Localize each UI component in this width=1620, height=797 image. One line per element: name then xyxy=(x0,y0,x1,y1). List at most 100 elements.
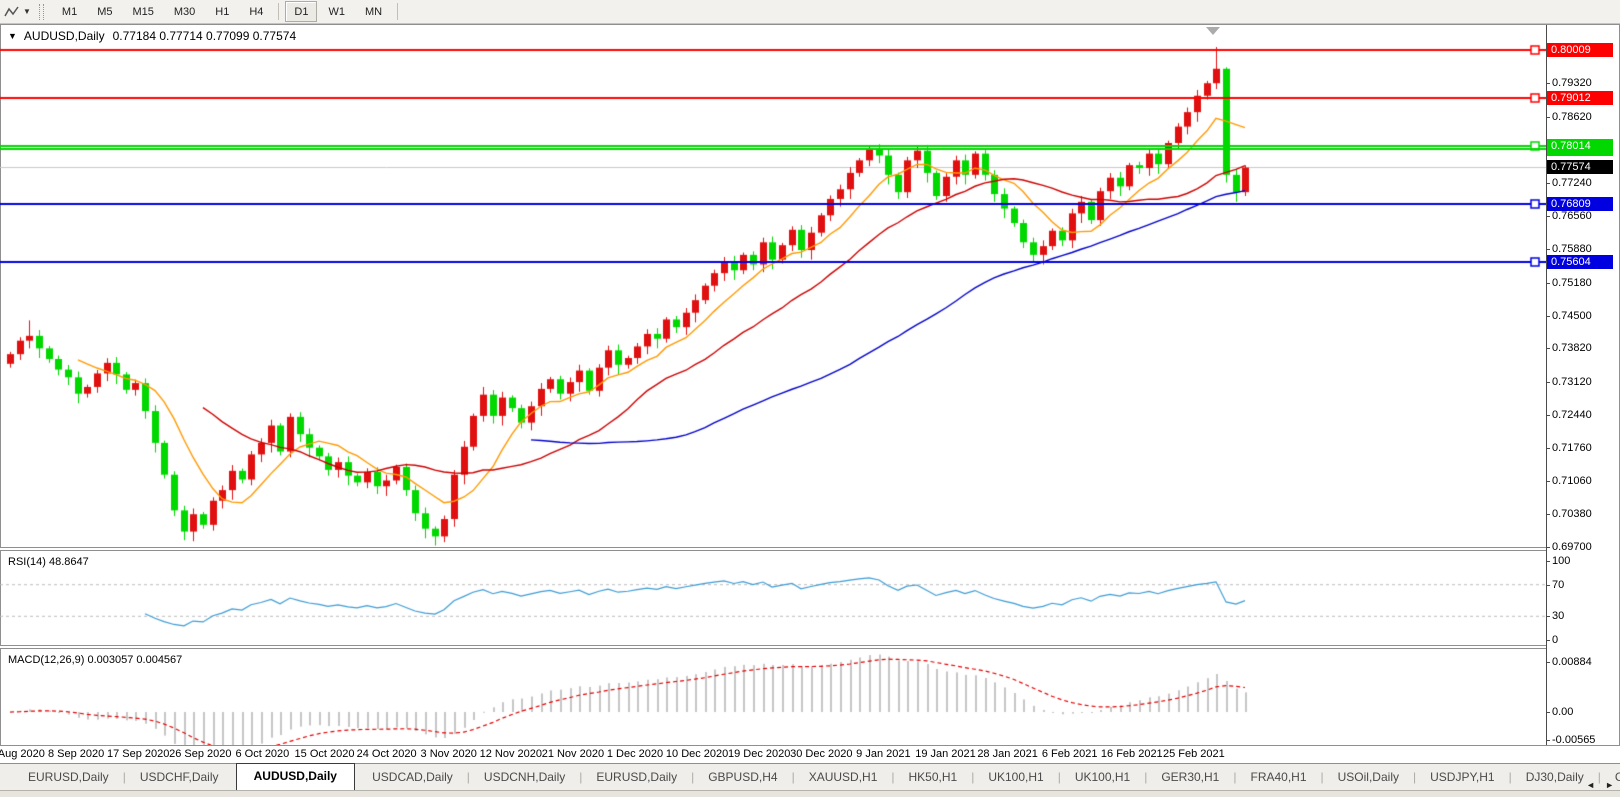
rsi-tick-70: 70 xyxy=(1545,578,1565,591)
chart-title: ▼ AUDUSD,Daily 0.77184 0.77714 0.77099 0… xyxy=(8,29,296,43)
chart-tab-dj30-daily[interactable]: DJ30,Daily xyxy=(1525,770,1584,784)
chart-tab-ger30-h1[interactable]: GER30,H1 xyxy=(1161,770,1220,784)
tab-separator: | xyxy=(1508,770,1512,784)
timeframe-button-m30[interactable]: M30 xyxy=(173,5,196,18)
chart-tab-audusd-daily[interactable]: AUDUSD,Daily xyxy=(235,763,355,790)
price-tick-0.75180: 0.75180 xyxy=(1546,276,1592,289)
price-tick-0.71060: 0.71060 xyxy=(1546,475,1592,488)
status-strip xyxy=(0,790,1620,797)
price-tick-0.73120: 0.73120 xyxy=(1546,376,1592,389)
macd-label: MACD(12,26,9) 0.003057 0.004567 xyxy=(8,654,183,666)
time-axis-label: 24 Oct 2020 xyxy=(356,748,417,760)
tab-separator: | xyxy=(1412,770,1417,784)
chart-tab-eurusd-daily[interactable]: EURUSD,Daily xyxy=(596,770,678,784)
chart-tab-fra40-h1[interactable]: FRA40,H1 xyxy=(1250,770,1307,784)
tab-scroll-right-icon[interactable]: ► xyxy=(1605,780,1614,790)
time-axis-label: 15 Oct 2020 xyxy=(294,748,355,760)
time-axis-label: 25 Feb 2021 xyxy=(1163,748,1225,760)
rsi-indicator-canvas[interactable] xyxy=(0,551,1546,645)
price-tick-0.79320: 0.79320 xyxy=(1546,77,1592,90)
tab-separator: | xyxy=(579,770,583,784)
chart-symbol-label: AUDUSD,Daily xyxy=(23,29,105,43)
chart-tab-china300-h1[interactable]: CHINA300,H1 xyxy=(1614,770,1620,784)
pane-separator[interactable] xyxy=(0,547,1546,551)
macd-tick--0.00565: -0.00565 xyxy=(1545,734,1596,746)
chart-tab-xauusd-h1[interactable]: XAUUSD,H1 xyxy=(808,770,878,784)
price-tick-0.70380: 0.70380 xyxy=(1546,508,1592,521)
time-axis-label: 6 Oct 2020 xyxy=(235,748,290,760)
tab-separator: | xyxy=(1144,770,1148,784)
timeframe-button-d1[interactable]: D1 xyxy=(285,1,318,22)
zigzag-line-icon xyxy=(4,6,19,16)
time-axis-label: 16 Feb 2021 xyxy=(1100,748,1163,760)
tab-scroll-left-icon[interactable]: ◄ xyxy=(1586,780,1596,790)
chart-tab-bar: EURUSD,Daily | USDCHF,Daily | AUDUSD,Daily | U… xyxy=(0,763,1620,790)
price-tick-0.77240: 0.77240 xyxy=(1546,177,1592,190)
chart-shift-marker-icon[interactable] xyxy=(1206,27,1220,35)
time-axis-label: 6 Feb 2021 xyxy=(1041,748,1098,760)
rsi-tick-100: 100 xyxy=(1545,555,1571,567)
chart-tab-hk50-h1[interactable]: HK50,H1 xyxy=(908,770,958,784)
draw-tool-button[interactable]: ▼ xyxy=(4,5,31,19)
time-axis-label: 12 Nov 2020 xyxy=(479,748,542,760)
chart-tab-usoil-daily[interactable]: USOil,Daily xyxy=(1337,770,1399,784)
time-axis-label: 19 Jan 2021 xyxy=(915,748,976,760)
tab-separator: | xyxy=(971,770,975,784)
chart-tab-uk100-h1[interactable]: UK100,H1 xyxy=(1074,770,1131,784)
chart-ohlc-values: 0.77184 0.77714 0.77099 0.77574 xyxy=(112,29,297,43)
macd-indicator-canvas[interactable] xyxy=(0,649,1546,745)
pane-separator[interactable] xyxy=(0,645,1546,649)
tab-separator: | xyxy=(1233,770,1237,784)
tab-separator: | xyxy=(791,770,795,784)
price-tick-0.75880: 0.75880 xyxy=(1546,243,1592,256)
chart-tab-usdcad-daily[interactable]: USDCAD,Daily xyxy=(372,770,453,784)
time-axis-label: 17 Sep 2020 xyxy=(106,748,170,760)
price-line-badge-0.78014: 0.78014 xyxy=(1547,139,1613,154)
price-tick-0.73820: 0.73820 xyxy=(1546,342,1592,355)
chart-tab-gbpusd-h4[interactable]: GBPUSD,H4 xyxy=(708,770,778,784)
chart-tab-usdcnh-daily[interactable]: USDCNH,Daily xyxy=(483,770,566,784)
time-axis-label: 8 Sep 2020 xyxy=(47,748,105,760)
chart-tab-uk100-h1[interactable]: UK100,H1 xyxy=(988,770,1044,784)
tab-separator: | xyxy=(1320,770,1324,784)
tab-scroll-buttons: ◄ ► xyxy=(1586,780,1614,790)
chart-tab-eurusd-daily[interactable]: EURUSD,Daily xyxy=(28,770,109,784)
time-axis-label: 30 Dec 2020 xyxy=(790,748,853,760)
tab-separator: | xyxy=(691,770,695,784)
time-axis-label: 21 Nov 2020 xyxy=(541,748,605,760)
price-tick-0.72440: 0.72440 xyxy=(1546,408,1592,421)
price-chart-canvas[interactable] xyxy=(0,25,1546,547)
time-axis-label: 3 Nov 2020 xyxy=(420,748,477,760)
timeframe-button-w1[interactable]: W1 xyxy=(328,5,345,18)
rsi-tick-30: 30 xyxy=(1545,610,1565,623)
time-axis-label: 1 Dec 2020 xyxy=(606,748,664,760)
price-line-badge-0.76809: 0.76809 xyxy=(1547,197,1613,212)
price-tick-0.76560: 0.76560 xyxy=(1546,210,1592,223)
current-price-badge: 0.77574 xyxy=(1547,160,1613,175)
time-axis-label: 19 Dec 2020 xyxy=(727,748,791,760)
tab-separator: | xyxy=(1057,770,1061,784)
price-line-badge-0.80009: 0.80009 xyxy=(1547,43,1613,57)
timeframe-toolbar: ▼ M1 M5 M15 M30 H1 H4 D1 W1 MN xyxy=(0,0,1620,24)
toolbar-grip[interactable] xyxy=(38,3,44,20)
price-tick-0.69700: 0.69700 xyxy=(1546,541,1592,553)
timeframe-button-m5[interactable]: M5 xyxy=(97,5,113,18)
timeframe-button-m1[interactable]: M1 xyxy=(61,5,78,18)
price-axis-border xyxy=(1546,25,1547,745)
symbol-dropdown-icon[interactable]: ▼ xyxy=(8,31,17,41)
timeframe-button-mn[interactable]: MN xyxy=(364,5,383,18)
timeframe-button-h1[interactable]: H1 xyxy=(215,5,230,18)
price-tick-0.78620: 0.78620 xyxy=(1546,110,1592,123)
chart-tab-usdchf-daily[interactable]: USDCHF,Daily xyxy=(139,770,219,784)
price-tick-0.71760: 0.71760 xyxy=(1546,441,1592,454)
chart-tab-usdjpy-h1[interactable]: USDJPY,H1 xyxy=(1430,770,1495,784)
timeframe-button-m15[interactable]: M15 xyxy=(132,5,154,18)
dropdown-caret-icon: ▼ xyxy=(23,7,31,16)
tab-separator: | xyxy=(1597,770,1601,784)
price-tick-0.74500: 0.74500 xyxy=(1546,309,1592,322)
macd-tick-0.00: 0.00 xyxy=(1545,706,1574,718)
macd-tick-0.00884: 0.00884 xyxy=(1546,656,1592,668)
tab-separator: | xyxy=(466,770,470,784)
timeframe-button-h4[interactable]: H4 xyxy=(249,5,264,18)
